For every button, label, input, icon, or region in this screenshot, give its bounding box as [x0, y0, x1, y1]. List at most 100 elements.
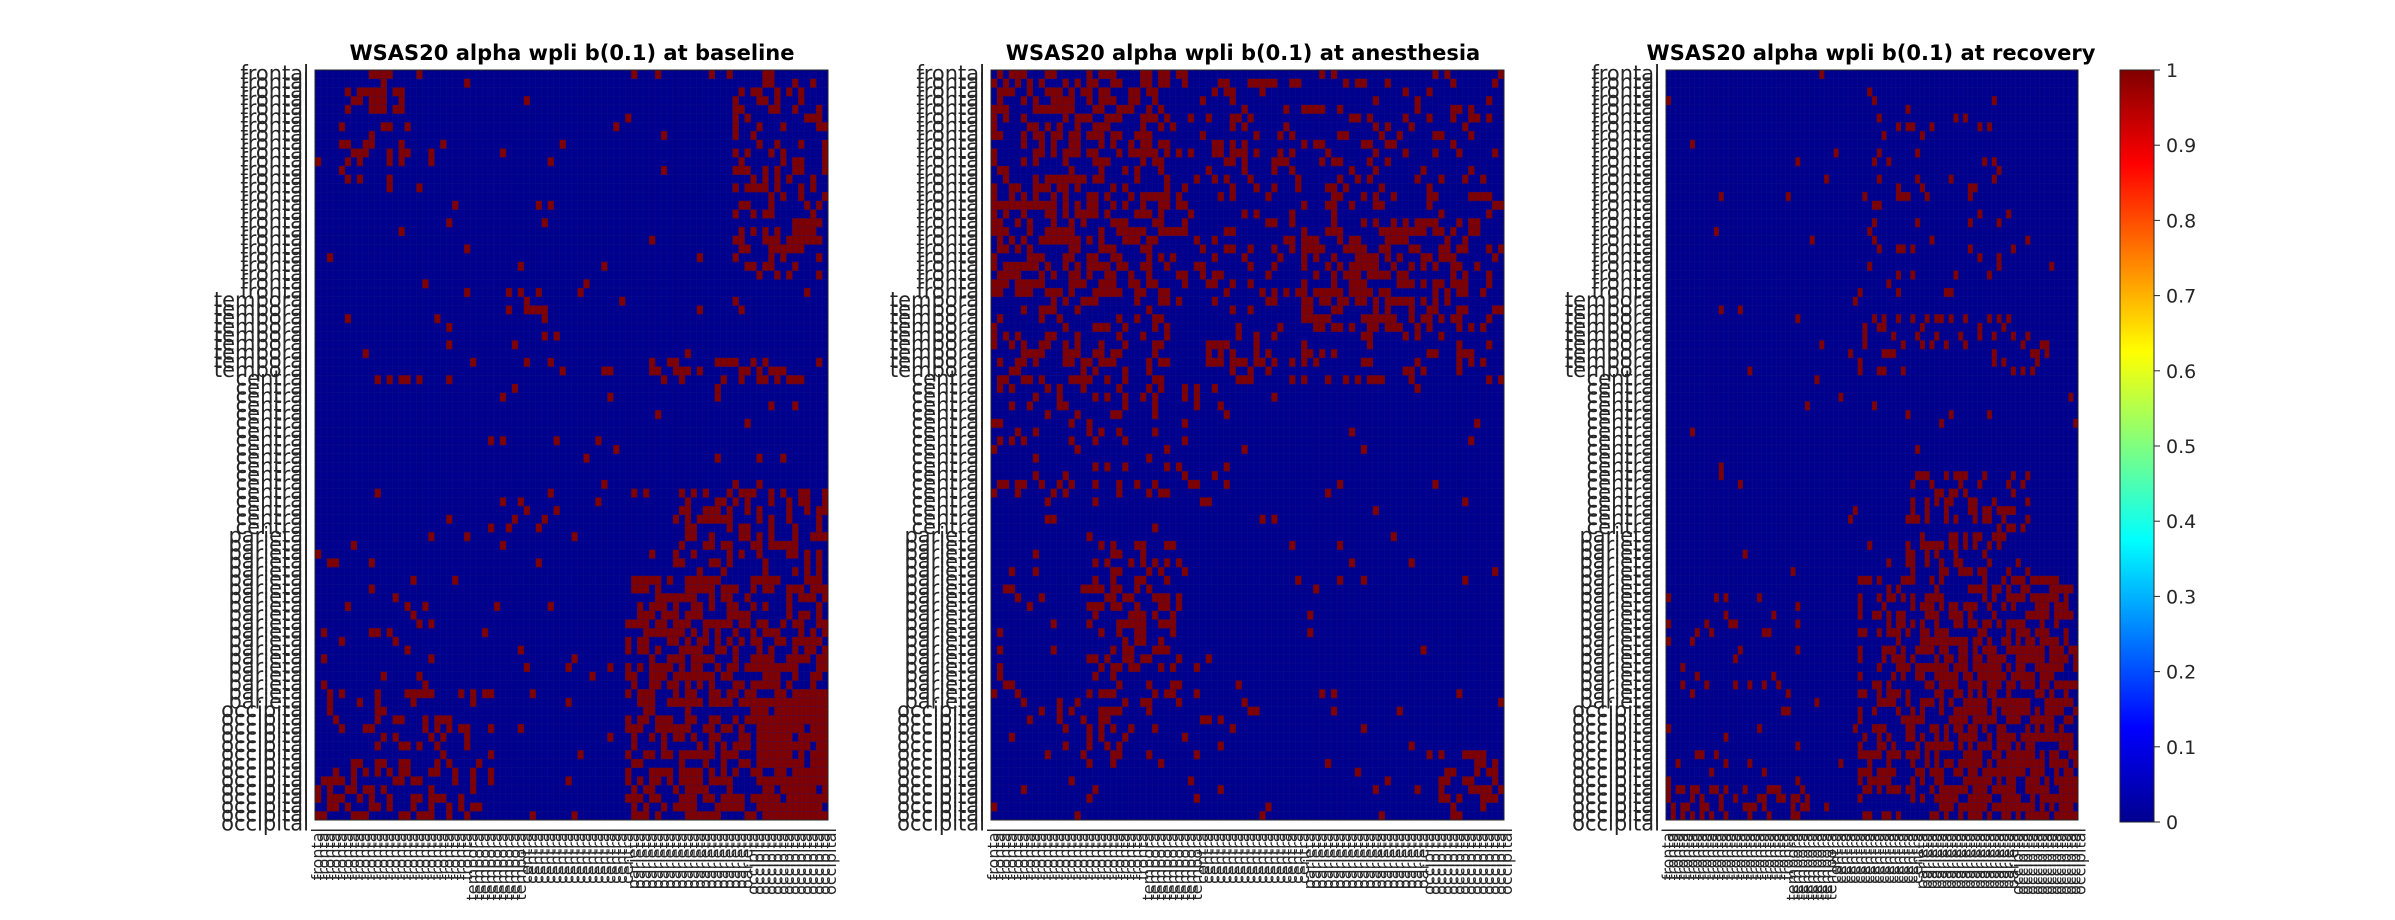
- heatmap-cell: [1301, 296, 1308, 306]
- heatmap-cell: [732, 793, 739, 803]
- x-tick-label: central: [1826, 828, 1845, 884]
- heatmap-cell: [1020, 436, 1028, 446]
- heatmap-cell: [440, 732, 447, 742]
- heatmap-cell: [1694, 671, 1700, 681]
- heatmap-cell: [1919, 131, 1925, 141]
- heatmap-cell: [1068, 288, 1075, 298]
- heatmap-cell: [666, 750, 674, 760]
- heatmap-cell: [2010, 793, 2017, 803]
- heatmap-cell: [1205, 165, 1213, 175]
- heatmap-cell: [991, 288, 998, 298]
- heatmap-cell: [1116, 663, 1123, 673]
- heatmap-cell: [738, 549, 745, 559]
- heatmap-cell: [696, 575, 704, 585]
- heatmap-cell: [535, 200, 542, 210]
- heatmap-cell: [696, 645, 704, 655]
- heatmap-cell: [750, 488, 757, 498]
- heatmap-cell: [1289, 78, 1296, 88]
- heatmap-cell: [2010, 785, 2017, 795]
- heatmap-cell: [1378, 288, 1385, 298]
- x-tick-label: central: [1864, 828, 1883, 884]
- heatmap-cell: [535, 305, 542, 315]
- heatmap-cell: [2039, 671, 2045, 681]
- heatmap-cell: [810, 575, 817, 585]
- heatmap-cell: [1929, 680, 1935, 690]
- heatmap-cell: [1432, 305, 1439, 315]
- heatmap-cell: [1253, 183, 1260, 193]
- heatmap-cell: [1163, 113, 1171, 123]
- heatmap-cell: [1456, 305, 1463, 315]
- heatmap-cell: [798, 165, 805, 175]
- heatmap-cell: [553, 331, 560, 341]
- heatmap-cell: [2025, 724, 2031, 734]
- heatmap-cell: [762, 226, 769, 236]
- heatmap-cell: [368, 785, 375, 795]
- x-tick-label: frontal: [1716, 828, 1735, 880]
- heatmap-cell: [768, 811, 775, 821]
- y-tick-label: parietal: [904, 550, 985, 574]
- x-tick-label: occipital: [749, 828, 768, 895]
- heatmap-cell: [1444, 235, 1451, 245]
- heatmap-cell: [750, 811, 757, 821]
- heatmap-cell: [1366, 139, 1374, 149]
- heatmap-cell: [1014, 279, 1022, 289]
- heatmap-cell: [822, 628, 829, 638]
- heatmap-cell: [1666, 776, 1672, 786]
- heatmap-cell: [1354, 174, 1362, 184]
- heatmap-cell: [1223, 340, 1230, 350]
- heatmap-cell: [1163, 261, 1171, 271]
- heatmap-cell: [1982, 506, 1988, 516]
- heatmap-cell: [2034, 575, 2040, 585]
- heatmap-cell: [708, 654, 715, 664]
- heatmap-cell: [1086, 131, 1093, 141]
- heatmap-cell: [643, 750, 650, 760]
- heatmap-cell: [2049, 261, 2055, 271]
- heatmap-cell: [1146, 654, 1153, 664]
- heatmap-cell: [1384, 78, 1391, 88]
- heatmap-cell: [2034, 628, 2040, 638]
- heatmap-cell: [1152, 558, 1159, 568]
- heatmap-cell: [1193, 383, 1201, 393]
- heatmap-cell: [750, 663, 757, 673]
- heatmap-cell: [344, 314, 352, 324]
- heatmap-cell: [1680, 785, 1686, 795]
- heatmap-cell: [1929, 601, 1935, 611]
- heatmap-cell: [798, 758, 805, 768]
- y-tick-label: occipital: [221, 794, 309, 818]
- heatmap-cell: [1895, 584, 1902, 594]
- heatmap-cell: [1977, 776, 1983, 786]
- heatmap-cell: [1181, 200, 1189, 210]
- x-tick-label: frontal: [1754, 828, 1773, 880]
- x-tick-label: temporal: [1157, 828, 1176, 900]
- heatmap-cell: [1991, 706, 1997, 716]
- heatmap-cell: [1038, 593, 1045, 603]
- heatmap-cell: [2025, 750, 2031, 760]
- heatmap-cell: [1939, 793, 1945, 803]
- heatmap-cell: [1146, 209, 1153, 219]
- heatmap-cell: [1223, 226, 1230, 236]
- heatmap-cell: [2063, 584, 2069, 594]
- heatmap-cell: [2054, 636, 2060, 646]
- heatmap-cell: [732, 584, 739, 594]
- heatmap-cell: [732, 235, 739, 245]
- x-tick-label: occipital: [1431, 828, 1450, 895]
- x-tick-label: frontal: [1682, 828, 1701, 880]
- heatmap-cell: [374, 628, 381, 638]
- heatmap-cell: [762, 165, 769, 175]
- heatmap-cell: [1972, 645, 1978, 655]
- heatmap-cell: [2039, 732, 2045, 742]
- heatmap-cell: [1325, 148, 1332, 158]
- heatmap-cell: [660, 750, 668, 760]
- heatmap-cell: [1396, 279, 1403, 289]
- heatmap-cell: [732, 741, 739, 751]
- heatmap-cell: [1943, 785, 1949, 795]
- y-tick-label: central: [1587, 463, 1660, 487]
- heatmap-cell: [1181, 567, 1189, 577]
- heatmap-cell: [1158, 122, 1165, 132]
- heatmap-cell: [1953, 663, 1959, 673]
- heatmap-cell: [738, 375, 745, 385]
- heatmap-cell: [810, 671, 817, 681]
- heatmap-cell: [523, 305, 531, 315]
- heatmap-cell: [1723, 785, 1729, 795]
- heatmap-cell: [1886, 767, 1892, 777]
